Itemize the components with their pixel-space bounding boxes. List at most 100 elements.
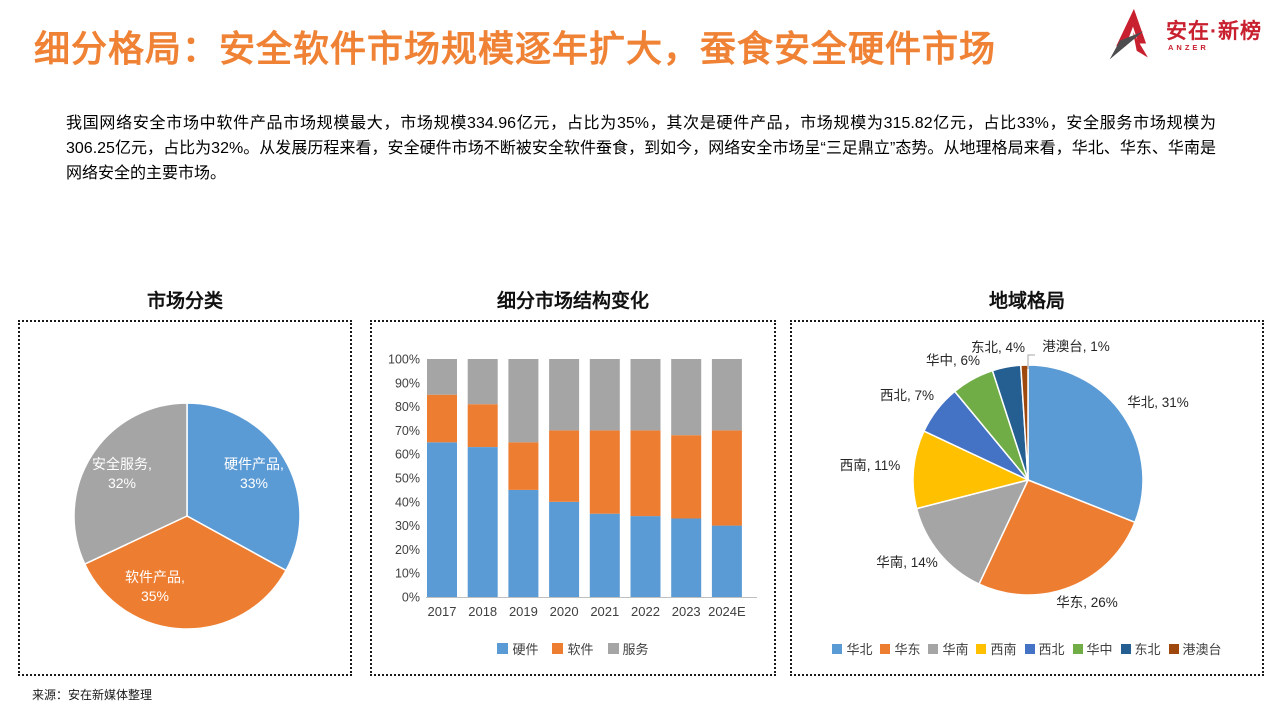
pie-slice-硬件产品 (186, 402, 301, 572)
pie-slice-安全服务 (73, 402, 188, 565)
pie-data-label: 硬件产品, 33% (224, 456, 284, 491)
pie-data-label: 安全服务, 32% (92, 456, 152, 491)
legend-swatch (928, 643, 939, 654)
bar-segment-服务-2019 (508, 359, 539, 443)
bar-segment-硬件-2017 (427, 442, 457, 597)
legend-label: 西南 (990, 642, 1017, 657)
bar-segment-服务-2024E (711, 359, 742, 431)
y-axis-tick-label: 10% (395, 567, 420, 581)
pie-slice-华东 (978, 479, 1136, 596)
bar-segment-硬件-2022 (630, 516, 661, 597)
legend-label: 华中 (1086, 642, 1113, 657)
bar-segment-硬件-2018 (467, 447, 498, 597)
bar-segment-服务-2018 (467, 359, 498, 405)
y-axis-tick-label: 0% (402, 591, 420, 605)
legend-label: 硬件 (512, 642, 539, 657)
x-axis-tick-label: 2022 (631, 604, 660, 619)
legend-swatch (1024, 643, 1035, 654)
brand-logo: 安在·新榜 ANZER (1105, 8, 1262, 64)
pie-data-label: 华中, 6% (926, 353, 980, 368)
pie-data-label: 港澳台, 1% (1042, 339, 1110, 354)
pie-data-label: 华北, 31% (1127, 395, 1189, 410)
segment-structure-panel: 0% 10% 20% 30% 40% 50% 60% 70% 80% 90% 100% 2017 201… (370, 320, 776, 676)
bar-segment-服务-2017 (427, 359, 457, 395)
bar-segment-软件-2018 (467, 404, 498, 447)
bar-segment-硬件-2019 (508, 489, 539, 597)
segment-structure-bar-chart: 0% 10% 20% 30% 40% 50% 60% 70% 80% 90% 100% 2017 201… (388, 353, 757, 619)
pie-data-label: 东北, 4% (971, 340, 1025, 355)
bar-segment-软件-2019 (508, 442, 539, 490)
legend-label: 西北 (1038, 642, 1065, 657)
source-note: 来源：安在新媒体整理 (32, 688, 153, 702)
legend-label: 港澳台 (1182, 642, 1222, 657)
y-axis-tick-label: 100% (388, 353, 420, 367)
market-category-panel: 硬件产品, 33% 软件产品, 35% 安全服务, 32% (18, 320, 352, 676)
bar-segment-服务-2023 (671, 359, 702, 436)
x-axis-tick-label: 2017 (428, 604, 457, 619)
pie-slice-华南 (915, 479, 1029, 585)
x-axis-tick-label: 2019 (509, 604, 538, 619)
pie-data-label: 软件产品, 35% (125, 569, 185, 604)
y-axis-tick-label: 90% (395, 376, 420, 390)
legend-item-华南: 华南 (928, 639, 968, 658)
y-axis-tick-label: 30% (395, 519, 420, 533)
legend-label: 服务 (622, 642, 649, 657)
chart-title-segment-structure: 细分市场结构变化 (496, 291, 649, 312)
x-axis-tick-label: 2020 (550, 604, 579, 619)
bar-segment-硬件-2023 (671, 518, 702, 597)
pie-slice-软件产品 (84, 515, 287, 630)
regional-pattern-pie-chart: 华北, 31% 华东, 26% 华南, 14% 西南, 11% 西北, 7% 华中, 6%… (840, 339, 1189, 610)
x-axis-tick-label: 2023 (672, 604, 701, 619)
market-category-pie-chart: 硬件产品, 33% 软件产品, 35% 安全服务, 32% (73, 402, 301, 630)
chart-title-market-category: 市场分类 (146, 291, 223, 312)
y-axis-tick-label: 20% (395, 543, 420, 557)
x-axis-tick-label: 2021 (590, 604, 619, 619)
legend-item-华北: 华北 (832, 639, 872, 658)
legend-item-西南: 西南 (976, 639, 1017, 658)
y-axis-tick-label: 70% (395, 424, 420, 438)
leader-line (1027, 354, 1035, 369)
summary-paragraph: 我国网络安全市场中软件产品市场规模最大，市场规模334.96亿元，占比为35%，… (66, 115, 1216, 182)
bar-segment-软件-2022 (630, 430, 661, 517)
y-axis-tick-label: 50% (395, 472, 420, 486)
legend-item-东北: 东北 (1120, 639, 1161, 658)
legend-swatch (1168, 643, 1179, 654)
pie-data-label: 华东, 26% (1056, 595, 1118, 610)
y-axis-tick-label: 80% (395, 400, 420, 414)
legend-label: 东北 (1134, 642, 1161, 657)
brand-logo-icon (1109, 8, 1148, 60)
legend-item-港澳台: 港澳台 (1168, 639, 1222, 658)
legend-swatch (1120, 643, 1131, 654)
legend-swatch (607, 643, 619, 654)
brand-subname: ANZER (1168, 43, 1209, 53)
legend-label: 华南 (942, 642, 969, 657)
y-axis-tick-label: 40% (395, 495, 420, 509)
x-axis-tick-label: 2018 (468, 604, 497, 619)
bar-segment-服务-2020 (549, 359, 580, 431)
legend-swatch (832, 643, 843, 654)
pie-data-label: 西北, 7% (880, 388, 934, 403)
legend-item-硬件: 硬件 (497, 639, 538, 658)
bar-segment-软件-2024E (711, 430, 742, 526)
pie-data-label: 华南, 14% (876, 555, 938, 570)
bar-chart-legend: 硬件 软件 服务 (372, 639, 774, 658)
bar-segment-软件-2020 (549, 430, 580, 502)
bar-segment-硬件-2024E (711, 525, 742, 597)
pie-chart-legend: 华北 华东 华南 西南 西北 华中 东北 港澳台 (792, 639, 1262, 658)
chart-title-regional-pattern: 地域格局 (988, 291, 1065, 312)
bar-segment-软件-2017 (427, 394, 457, 443)
pie-slice-华北 (1027, 364, 1144, 524)
x-axis-tick-label: 2024E (708, 604, 746, 619)
bar-segment-软件-2021 (589, 430, 620, 514)
legend-swatch (552, 643, 564, 654)
bar-segment-服务-2022 (630, 359, 661, 431)
legend-label: 华北 (846, 642, 873, 657)
pie-slice-西南 (912, 430, 1029, 510)
bar-segment-硬件-2021 (589, 513, 620, 597)
legend-swatch (1072, 643, 1083, 654)
bar-segment-软件-2023 (671, 435, 702, 519)
legend-label: 华东 (894, 642, 921, 657)
y-axis-tick-label: 60% (395, 448, 420, 462)
bar-segment-硬件-2020 (549, 501, 580, 597)
